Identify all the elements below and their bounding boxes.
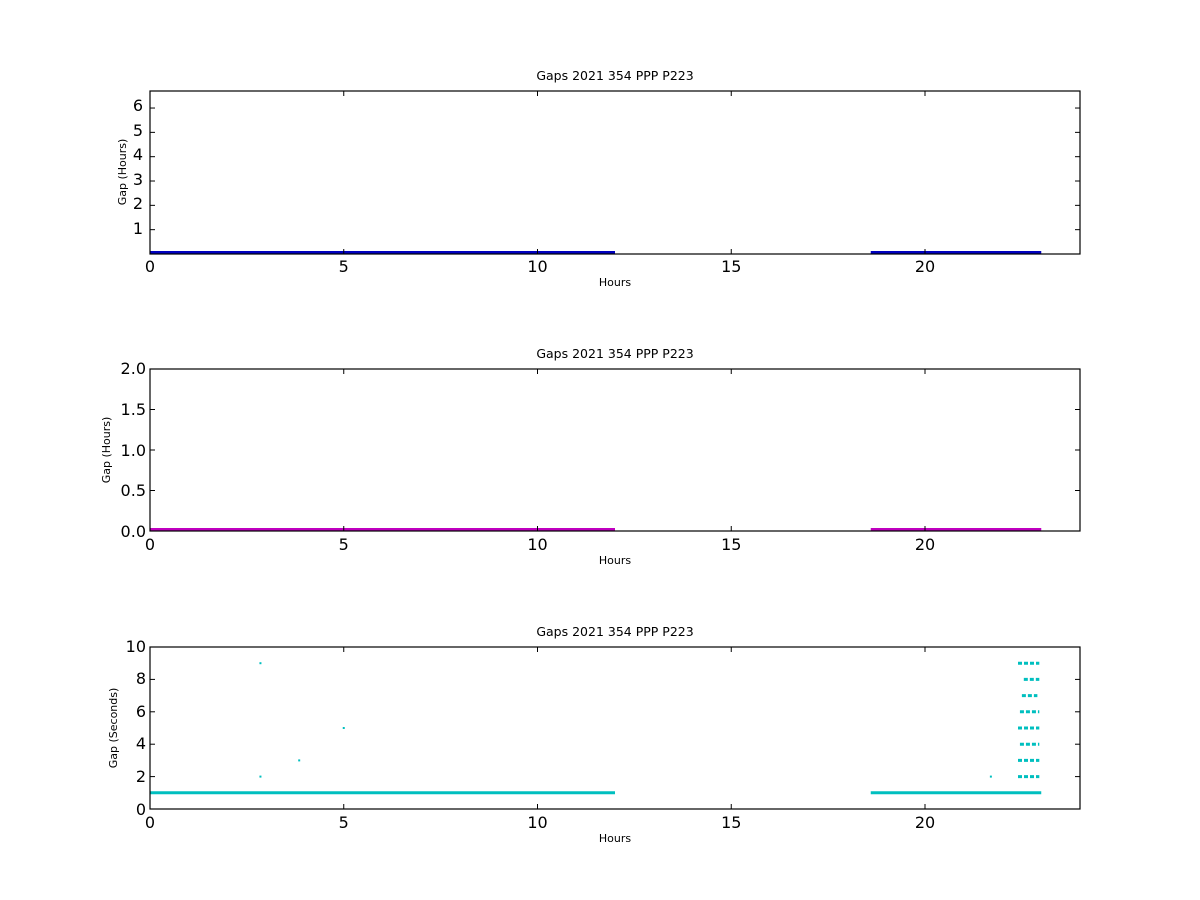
- panel-1-x-ticks: 0 5 10 15 20: [145, 257, 935, 276]
- panel-2: Gaps 2021 354 PPP P223 0 5 10 15 20 0.0 …: [100, 346, 1081, 567]
- x-tick-label: 5: [339, 813, 349, 832]
- x-tick-label: 10: [527, 813, 547, 832]
- data-point: [259, 662, 262, 665]
- x-tick-label: 10: [527, 535, 547, 554]
- y-tick-label: 2.0: [121, 359, 146, 378]
- panel-2-x-axis-label: Hours: [599, 554, 631, 567]
- panel-3-y-ticks: 0 2 4 6 8 10: [126, 637, 146, 819]
- y-tick-label: 2: [133, 194, 143, 213]
- panel-3: Gaps 2021 354 PPP P223 0 5 10 15 20 0 2 …: [107, 624, 1081, 845]
- x-tick-label: 10: [527, 257, 547, 276]
- y-tick-label: 0.5: [121, 481, 146, 500]
- y-tick-label: 2: [136, 767, 146, 786]
- y-tick-label: 0: [136, 800, 146, 819]
- panel-2-axes-frame: [149, 368, 1081, 532]
- y-tick-label: 4: [136, 734, 146, 753]
- y-tick-label: 3: [133, 170, 143, 189]
- panel-1-axes-frame: [149, 90, 1081, 255]
- y-tick-label: 6: [133, 96, 143, 115]
- panel-2-tick-marks: [149, 368, 1080, 532]
- y-tick-label: 8: [136, 669, 146, 688]
- panel-3-axes-frame: [149, 646, 1081, 810]
- panel-2-y-ticks: 0.0 0.5 1.0 1.5 2.0: [121, 359, 146, 541]
- x-tick-label: 5: [339, 535, 349, 554]
- y-tick-label: 1.0: [121, 441, 146, 460]
- panel-1-y-axis-label: Gap (Hours): [116, 139, 129, 206]
- x-tick-label: 15: [721, 257, 741, 276]
- panel-2-x-ticks: 0 5 10 15 20: [145, 535, 935, 554]
- x-tick-label: 15: [721, 813, 741, 832]
- panel-1: Gaps 2021 354 PPP P223 0 5 10 15 20 1 2 …: [116, 68, 1081, 289]
- x-tick-label: 20: [915, 535, 935, 554]
- panel-3-y-axis-label: Gap (Seconds): [107, 688, 120, 769]
- x-tick-label: 0: [145, 813, 155, 832]
- panel-3-tick-marks: [149, 646, 1080, 810]
- panel-3-x-ticks: 0 5 10 15 20: [145, 813, 935, 832]
- y-tick-label: 6: [136, 702, 146, 721]
- y-tick-label: 1.5: [121, 400, 146, 419]
- data-point: [342, 727, 345, 729]
- data-point: [259, 775, 262, 778]
- panel-1-tick-marks: [149, 91, 1080, 254]
- data-point: [298, 759, 301, 762]
- panel-1-x-axis-label: Hours: [599, 276, 631, 289]
- x-tick-label: 15: [721, 535, 741, 554]
- panel-2-y-axis-label: Gap (Hours): [100, 417, 113, 484]
- data-point: [989, 775, 992, 778]
- y-tick-label: 10: [126, 637, 146, 656]
- panel-1-y-ticks: 1 2 3 4 5 6: [133, 96, 143, 238]
- y-tick-label: 1: [133, 219, 143, 238]
- panel-3-title: Gaps 2021 354 PPP P223: [536, 624, 693, 639]
- x-tick-label: 0: [145, 535, 155, 554]
- panel-3-x-axis-label: Hours: [599, 832, 631, 845]
- y-tick-label: 5: [133, 121, 143, 140]
- y-tick-label: 4: [133, 145, 143, 164]
- x-tick-label: 20: [915, 257, 935, 276]
- panel-2-title: Gaps 2021 354 PPP P223: [536, 346, 693, 361]
- x-tick-label: 20: [915, 813, 935, 832]
- panel-1-title: Gaps 2021 354 PPP P223: [536, 68, 693, 83]
- y-tick-label: 0.0: [121, 522, 146, 541]
- x-tick-label: 5: [339, 257, 349, 276]
- x-tick-label: 0: [145, 257, 155, 276]
- panel-3-data-marks: [150, 661, 1042, 795]
